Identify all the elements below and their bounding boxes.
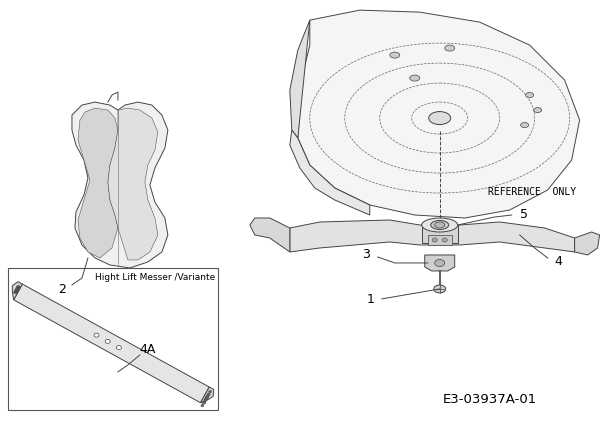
Ellipse shape xyxy=(445,45,455,51)
Ellipse shape xyxy=(429,112,451,125)
Ellipse shape xyxy=(533,108,542,112)
Polygon shape xyxy=(298,10,580,218)
Ellipse shape xyxy=(209,391,212,393)
Polygon shape xyxy=(108,108,158,260)
Ellipse shape xyxy=(206,396,209,398)
Polygon shape xyxy=(200,387,214,403)
Ellipse shape xyxy=(431,220,449,229)
Ellipse shape xyxy=(204,399,207,402)
Text: 5: 5 xyxy=(520,209,527,221)
Ellipse shape xyxy=(521,123,529,128)
Ellipse shape xyxy=(205,396,208,399)
Text: 3: 3 xyxy=(362,248,370,262)
Text: 2: 2 xyxy=(58,284,66,296)
Text: 4A: 4A xyxy=(140,343,156,357)
Ellipse shape xyxy=(94,333,99,337)
Ellipse shape xyxy=(203,401,206,404)
Ellipse shape xyxy=(14,289,19,292)
Text: E3-03937A-01: E3-03937A-01 xyxy=(443,393,537,406)
Ellipse shape xyxy=(432,238,437,242)
Ellipse shape xyxy=(202,402,205,404)
Polygon shape xyxy=(575,232,599,255)
Ellipse shape xyxy=(410,75,420,81)
Ellipse shape xyxy=(526,92,533,98)
Polygon shape xyxy=(14,284,209,403)
Ellipse shape xyxy=(16,285,20,289)
Polygon shape xyxy=(290,20,310,138)
Ellipse shape xyxy=(14,291,17,294)
Polygon shape xyxy=(12,282,22,300)
Polygon shape xyxy=(250,218,290,252)
Text: 1: 1 xyxy=(367,293,375,307)
Bar xyxy=(422,225,458,243)
Polygon shape xyxy=(290,220,575,252)
Ellipse shape xyxy=(435,259,445,266)
Ellipse shape xyxy=(16,287,19,290)
Ellipse shape xyxy=(207,393,210,396)
Ellipse shape xyxy=(442,238,447,242)
Ellipse shape xyxy=(201,404,204,407)
Ellipse shape xyxy=(207,393,210,396)
Ellipse shape xyxy=(116,346,121,349)
Text: 4: 4 xyxy=(554,256,563,268)
Text: REFERENCE  ONLY: REFERENCE ONLY xyxy=(488,187,576,197)
Ellipse shape xyxy=(434,285,446,293)
Bar xyxy=(428,235,452,245)
Ellipse shape xyxy=(105,339,110,343)
Ellipse shape xyxy=(435,222,445,228)
Polygon shape xyxy=(78,108,118,258)
Polygon shape xyxy=(290,130,370,215)
Ellipse shape xyxy=(422,218,458,232)
Polygon shape xyxy=(425,255,455,271)
Ellipse shape xyxy=(204,399,207,401)
Text: Hight Lift Messer /Variante: Hight Lift Messer /Variante xyxy=(95,273,215,282)
Ellipse shape xyxy=(205,396,208,399)
Bar xyxy=(8,268,218,410)
Ellipse shape xyxy=(204,398,207,401)
Ellipse shape xyxy=(390,52,400,58)
Polygon shape xyxy=(72,102,168,268)
